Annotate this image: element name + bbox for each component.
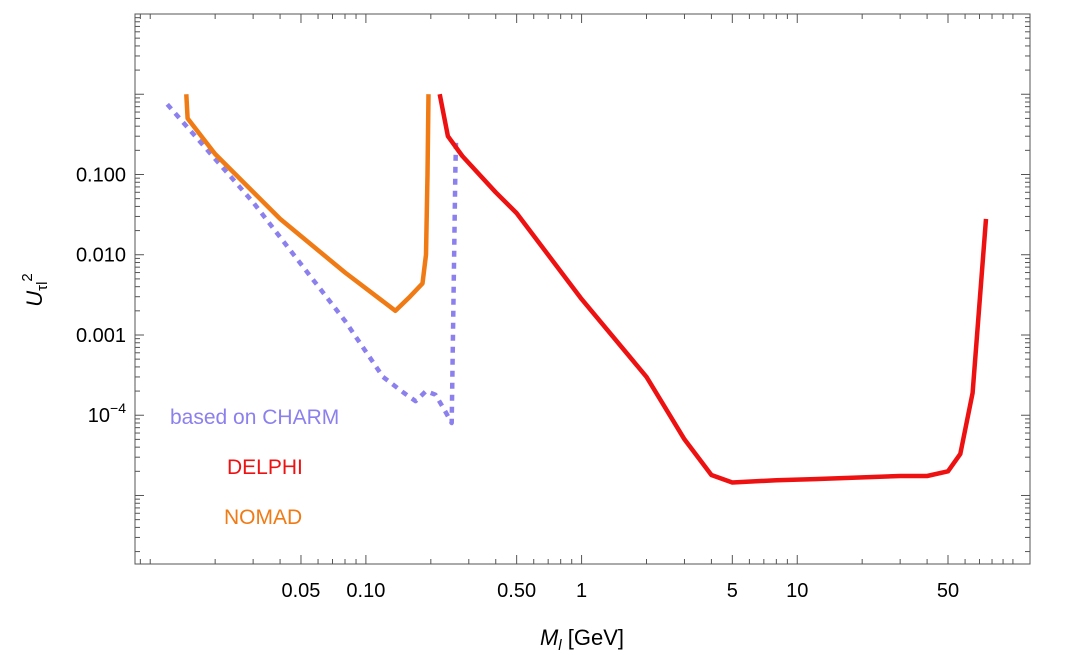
- y-tick-label: 10−4: [88, 400, 126, 427]
- y-axis-title: Uτl2: [19, 273, 51, 307]
- plot-frame: [134, 13, 1031, 565]
- x-tick-label: 0.05: [282, 580, 321, 602]
- legend-label-delphi: DELPHI: [227, 456, 303, 479]
- x-axis-title: Ml [GeV]: [540, 625, 624, 654]
- x-tick-label: 1: [576, 580, 587, 602]
- x-tick-label: 5: [727, 580, 738, 602]
- axis-tick-labels: 0.05 0.10 0.50 1 5 10 50 0.100 0.010 0.001 10−4: [76, 164, 959, 602]
- x-tick-label: 10: [786, 580, 808, 602]
- series-layer: [165, 93, 989, 485]
- x-tick-label: 0.10: [346, 580, 385, 602]
- legend: based on CHARM DELPHI NOMAD: [170, 406, 339, 529]
- y-tick-label: 0.100: [76, 164, 126, 186]
- y-tick-label: 0.010: [76, 245, 126, 267]
- y-tick-label: 0.001: [76, 325, 126, 347]
- series-line-delphi: [437, 93, 989, 485]
- legend-label-charm: based on CHARM: [170, 406, 339, 429]
- axis-ticks: [135, 13, 1030, 564]
- legend-label-nomad: NOMAD: [224, 506, 302, 529]
- series-line-based-on-charm: [165, 102, 459, 426]
- x-tick-label: 50: [937, 580, 959, 602]
- x-tick-label: 0.50: [497, 580, 536, 602]
- series-line-nomad: [184, 94, 431, 314]
